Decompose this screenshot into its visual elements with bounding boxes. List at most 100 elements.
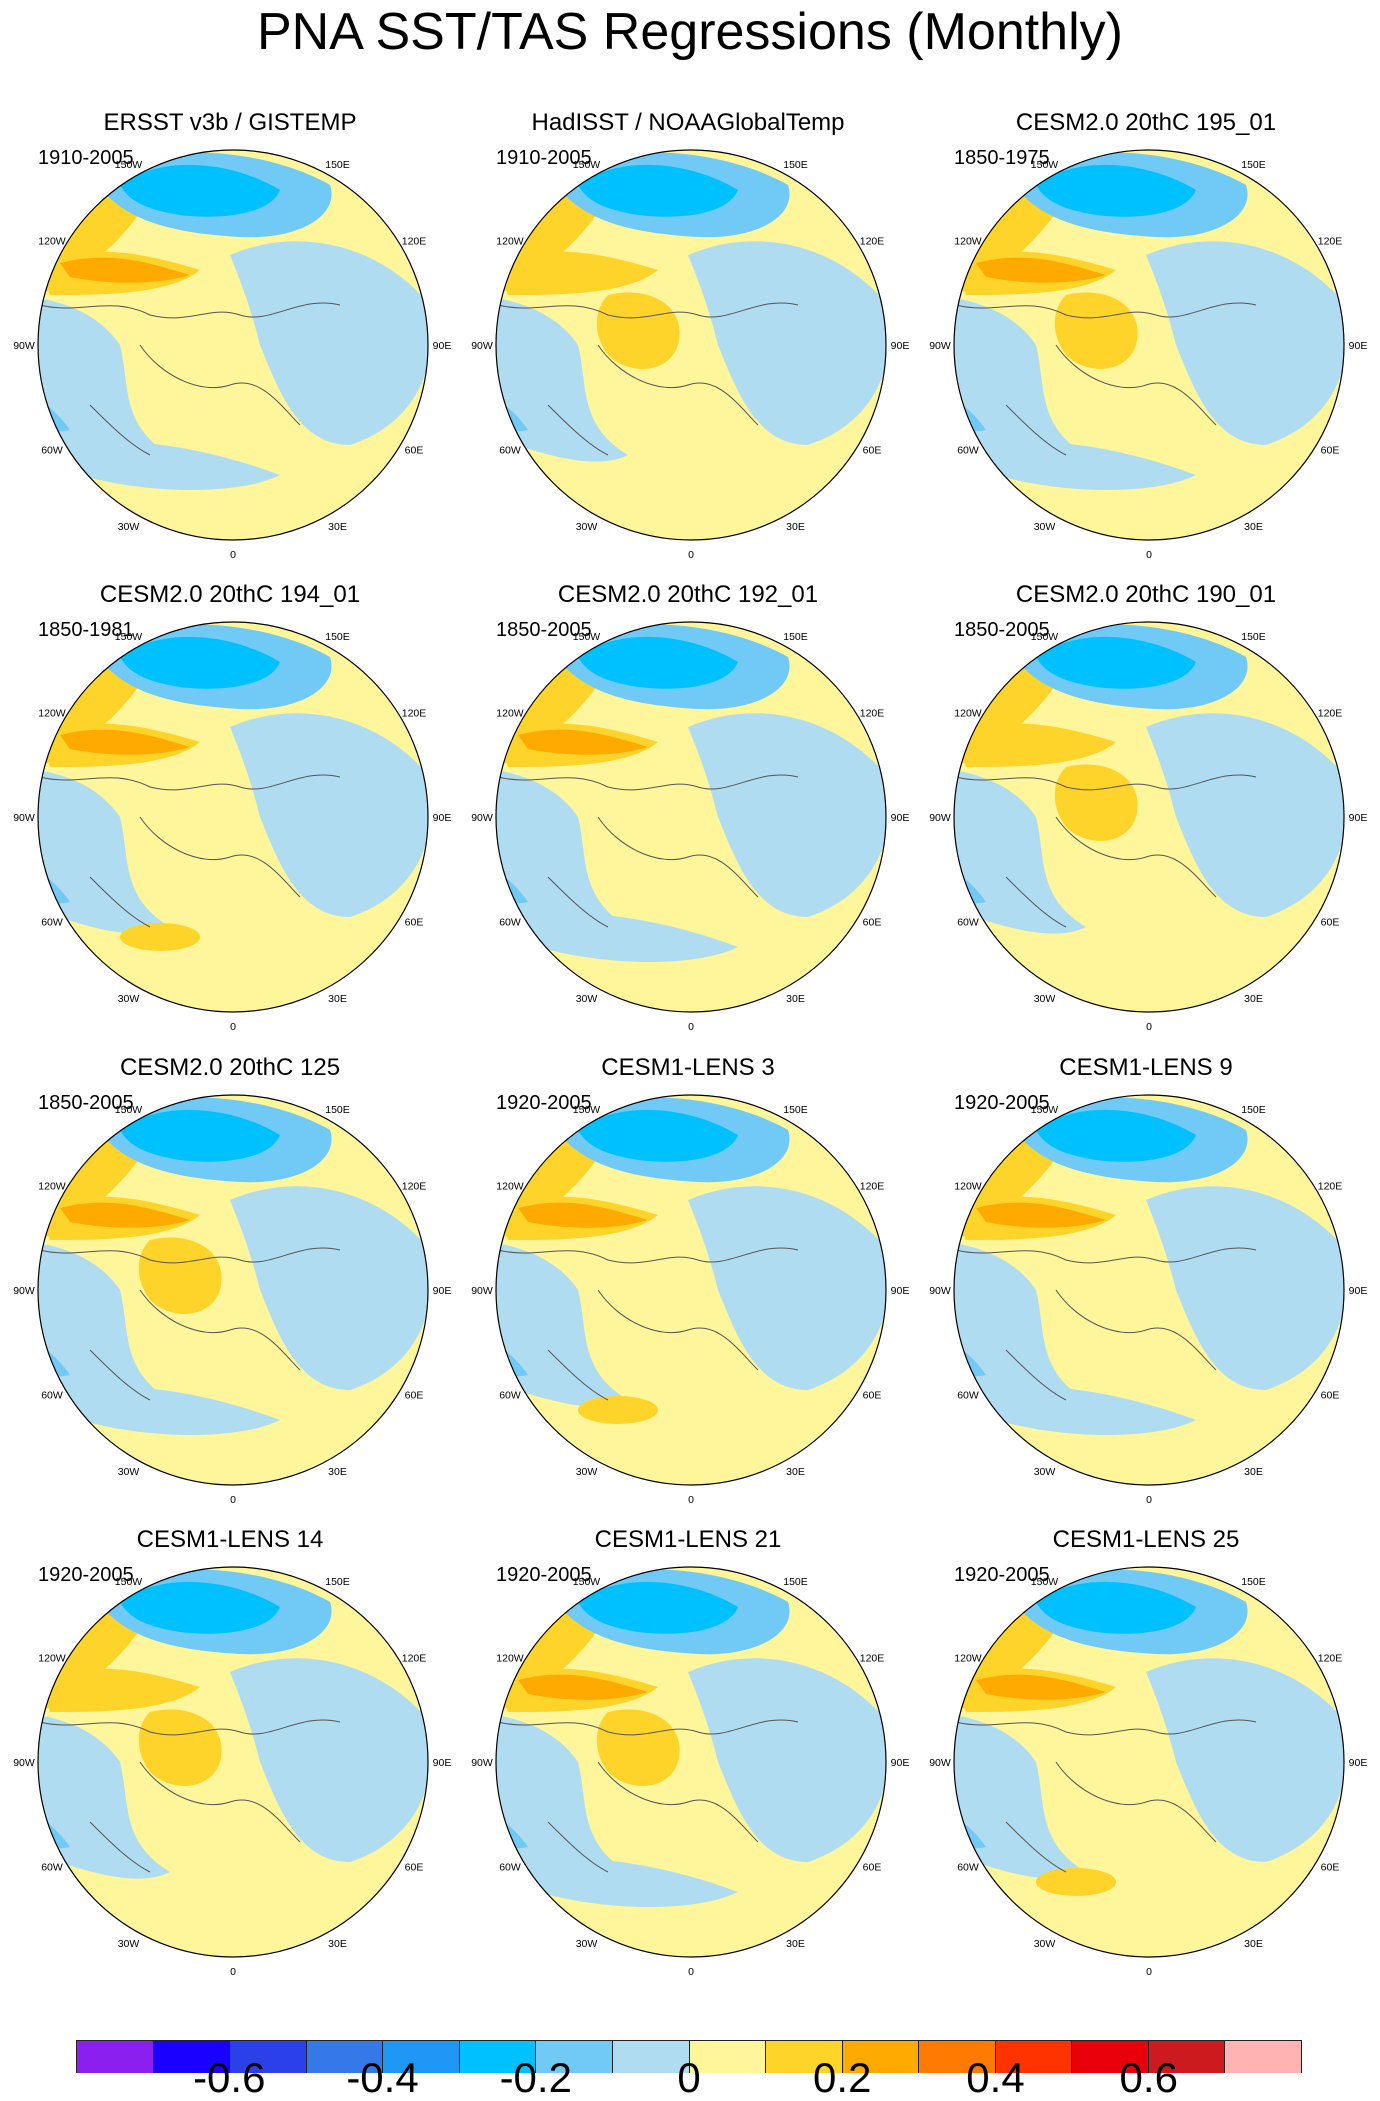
cool-region-eurasia <box>688 1186 886 1390</box>
longitude-label: 90W <box>929 812 951 824</box>
longitude-label: 30E <box>1244 993 1263 1005</box>
map-panel: CESM2.0 20thC 125180150E120E90E60E30E030… <box>0 1040 460 1515</box>
warm-patch-atlantic <box>578 1396 658 1424</box>
cold-anomaly-core <box>133 170 197 210</box>
panel-title: CESM2.0 20thC 125 <box>119 1054 341 1081</box>
colorbar-swatch <box>1072 2041 1149 2073</box>
period-label: 1910-2005 <box>38 147 134 169</box>
colorbar-tick-label: -0.2 <box>499 2054 572 2101</box>
longitude-label: 60W <box>499 445 521 457</box>
polar-map: 180150E120E90E60E30E030W60W90W120W150W <box>929 621 1367 1033</box>
longitude-label: 30W <box>576 1466 598 1478</box>
coastline <box>955 774 1257 928</box>
longitude-label: 30W <box>576 993 598 1005</box>
colorbar-swatch <box>995 2041 1073 2073</box>
cool-band-atlantic <box>60 1386 280 1435</box>
colorbar-labels: -0.6 -0.4 -0.2 0 0.2 0.4 0.6 <box>0 2057 1380 2099</box>
longitude-label: 120E <box>402 236 427 248</box>
cold-anomaly-core <box>1049 1587 1113 1627</box>
longitude-label: 120E <box>860 708 885 720</box>
colorbar-swatch <box>689 2041 767 2073</box>
longitude-label: 90W <box>471 1757 493 1769</box>
longitude-label: 90E <box>433 1757 452 1769</box>
period-label: 1910-2005 <box>496 147 592 169</box>
longitude-label: 150W <box>573 1576 601 1588</box>
map-boundary <box>495 1094 887 1486</box>
longitude-label: 60E <box>1321 1862 1340 1874</box>
coastline <box>497 1247 799 1401</box>
map-panel: CESM2.0 20thC 194_01180150E120E90E60E30E… <box>0 567 460 1042</box>
warm-anomaly-band <box>498 251 658 295</box>
longitude-label: 150W <box>115 159 143 171</box>
longitude-label: 90E <box>1349 340 1368 352</box>
colorbar-swatch <box>1148 2041 1226 2073</box>
cool-region-eurasia <box>230 1186 428 1390</box>
map-panel: HadISST / NOAAGlobalTemp180150E120E90E60… <box>458 95 918 570</box>
cool-region-eurasia <box>230 713 428 917</box>
longitude-label: 150E <box>1241 159 1266 171</box>
longitude-label: 120W <box>954 1653 982 1665</box>
period-label: 1920-2005 <box>954 1564 1050 1586</box>
warm-anomaly-core <box>518 1674 648 1700</box>
period-label: 1850-1975 <box>954 147 1050 169</box>
cool-region-eurasia <box>1146 241 1344 445</box>
longitude-label: 120E <box>402 1181 427 1193</box>
longitude-label: 0 <box>688 1021 694 1033</box>
longitude-label: 150E <box>783 1104 808 1116</box>
warm-anomaly-band <box>956 723 1116 767</box>
longitude-label: 90E <box>433 812 452 824</box>
longitude-label: 60W <box>499 917 521 929</box>
longitude-label: 60W <box>957 1862 979 1874</box>
longitude-label: 60E <box>863 1390 882 1402</box>
longitude-label: 90W <box>13 340 35 352</box>
period-label: 1850-2005 <box>496 619 592 641</box>
panel-title: CESM1-LENS 14 <box>136 1526 324 1553</box>
cool-region-eurasia <box>1146 713 1344 917</box>
longitude-label: 120W <box>38 1181 66 1193</box>
longitude-label: 150W <box>1031 631 1059 643</box>
longitude-label: 60E <box>863 445 882 457</box>
warm-patch-arctic <box>1054 764 1138 841</box>
longitude-label: 60W <box>499 1862 521 1874</box>
longitude-label: 120E <box>1318 1181 1343 1193</box>
polar-map: 180150E120E90E60E30E030W60W90W120W150W <box>929 1094 1368 1506</box>
longitude-label: 90E <box>433 340 452 352</box>
longitude-label: 150W <box>1031 1576 1059 1588</box>
cool-region-eurasia <box>688 713 886 917</box>
panel-title: CESM2.0 20thC 190_01 <box>1015 581 1277 608</box>
longitude-label: 90W <box>13 812 35 824</box>
longitude-label: 90E <box>433 1285 452 1297</box>
warm-patch-arctic <box>596 1709 680 1786</box>
longitude-label: 0 <box>230 1021 236 1033</box>
longitude-label: 90E <box>891 340 910 352</box>
colorbar-tick-label: 0.6 <box>1119 2054 1178 2101</box>
longitude-label: 30E <box>328 1466 347 1478</box>
longitude-label: 30W <box>118 1466 140 1478</box>
longitude-label: 120W <box>496 236 524 248</box>
colorbar-tick-label: -0.6 <box>193 2054 266 2101</box>
longitude-label: 90E <box>891 1757 910 1769</box>
longitude-label: 150W <box>1031 1104 1059 1116</box>
figure-title: PNA SST/TAS Regressions (Monthly) <box>257 3 1123 61</box>
longitude-label: 120E <box>860 1653 885 1665</box>
longitude-label: 120E <box>402 1653 427 1665</box>
map-boundary <box>495 621 887 1013</box>
cold-anomaly-core <box>133 1115 197 1155</box>
coastline <box>39 1719 341 1873</box>
longitude-label: 60W <box>957 917 979 929</box>
cold-anomaly-core <box>591 1587 655 1627</box>
longitude-label: 120W <box>954 1181 982 1193</box>
colorbar-swatch <box>1225 2041 1302 2073</box>
longitude-label: 150E <box>783 631 808 643</box>
cool-band-atlantic <box>518 913 738 962</box>
longitude-label: 0 <box>1146 549 1152 561</box>
colorbar-tick-label: 0.4 <box>966 2054 1025 2101</box>
longitude-label: 150E <box>325 1104 350 1116</box>
period-label: 1850-1981 <box>38 619 134 641</box>
longitude-label: 60E <box>1321 1390 1340 1402</box>
longitude-label: 150E <box>783 159 808 171</box>
longitude-label: 120E <box>860 1181 885 1193</box>
longitude-label: 90E <box>1349 1285 1368 1297</box>
map-boundary <box>37 1566 429 1958</box>
cold-anomaly-core <box>591 642 655 682</box>
